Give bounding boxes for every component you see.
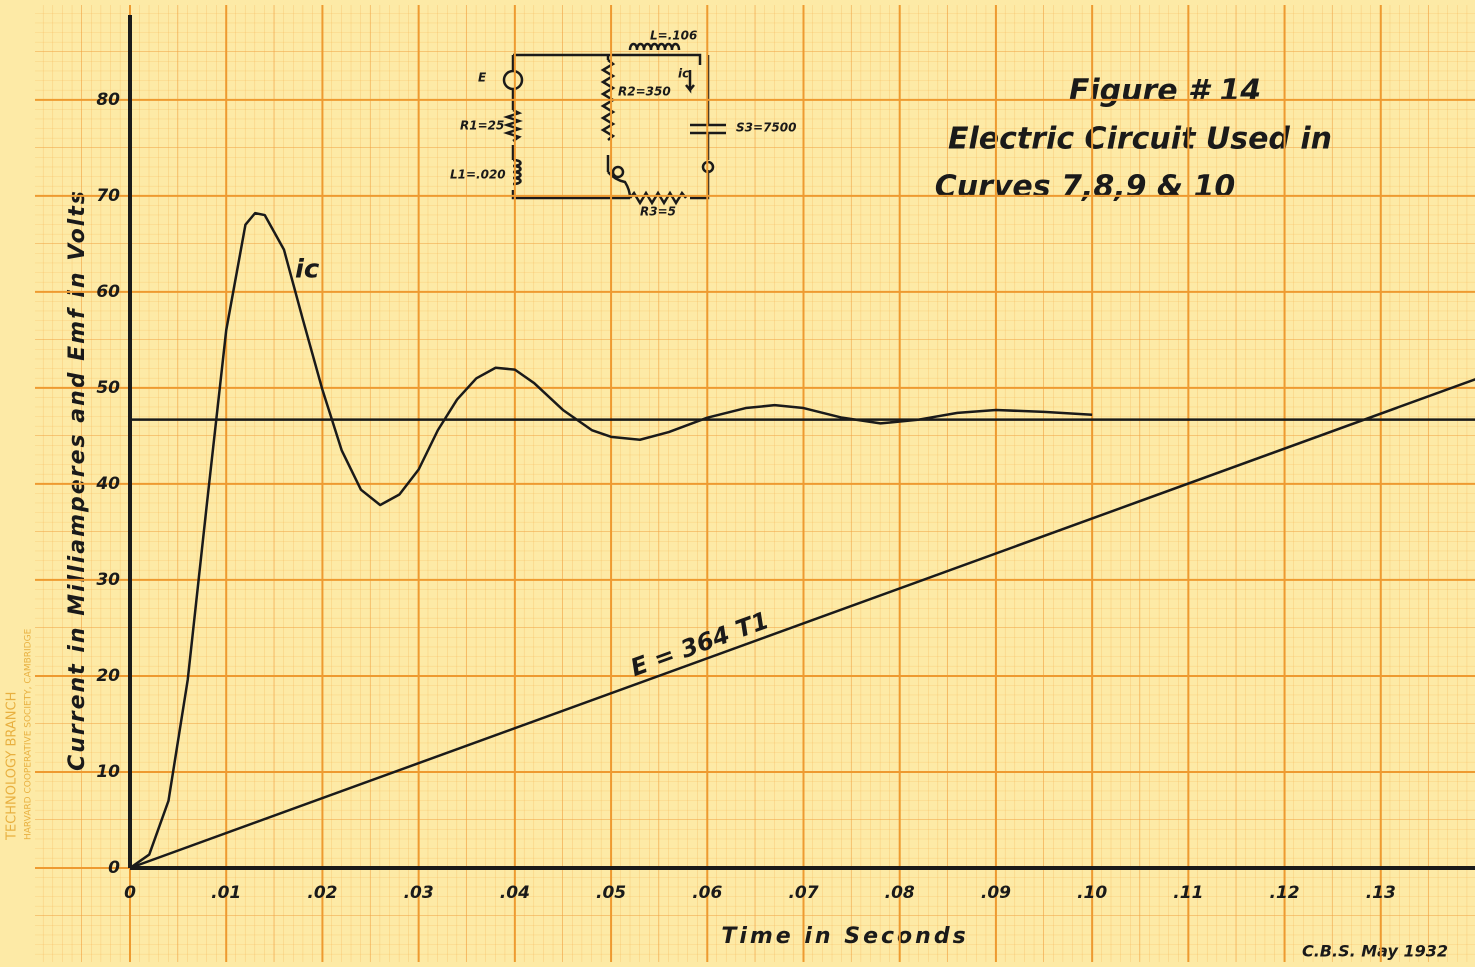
x-tick-label: .12 [1270,883,1300,903]
x-tick-label: .08 [885,883,915,903]
circuit-label: R1=25 [460,119,504,133]
circuit-label: L1=.020 [450,168,506,182]
resistor [629,190,687,206]
y-axis-label: Current in Milliamperes and Emf in Volts [65,189,90,771]
circuit-label: E [478,71,487,85]
x-tick-label: .13 [1366,883,1396,903]
x-tick-label: .06 [692,883,722,903]
circuit-node [611,165,625,179]
circuit-label: L=.106 [650,29,697,43]
inductor [512,158,522,186]
chart-subtitle: Curves 7,8,9 & 10 [935,170,1236,205]
circuit-source [502,69,524,91]
y-tick-label: 20 [96,666,120,686]
circuit-label: R2=350 [618,85,671,99]
circuit-label: ic [678,67,689,81]
y-tick-label: 10 [96,762,120,782]
x-tick-label: .03 [404,883,434,903]
y-tick-label: 0 [108,858,120,878]
x-tick-label: .07 [788,883,818,903]
margin-text: TECHNOLOGY BRANCH [5,692,20,841]
circuit-label: S3=7500 [736,121,796,135]
chart-title: Figure # 14 [1069,74,1261,109]
x-tick-label: .02 [307,883,337,903]
y-tick-label: 30 [96,570,120,590]
y-tick-label: 70 [96,186,120,206]
x-tick-label: .10 [1077,883,1107,903]
inductor [628,42,681,51]
circuit: E R1=25 L1=.020 R2=350 L=.106 ic S3=7500… [450,29,796,219]
chart-subtitle: Electric Circuit Used in [948,122,1332,157]
signature: C.B.S. May 1932 [1302,942,1448,961]
x-tick-label: 0 [124,883,136,903]
series-line [129,211,1093,870]
x-axis-label: Time in Seconds [721,924,968,949]
x-tick-label: .09 [981,883,1011,903]
x-tick-label: .01 [211,883,241,903]
y-tick-label: 50 [96,378,120,398]
y-tick-label: 40 [95,474,120,494]
margin-text: HARVARD COOPERATIVE SOCIETY, CAMBRIDGE [24,628,34,840]
series-label: ic [295,255,320,285]
series-line [129,378,1475,870]
y-tick-label: 60 [96,282,120,302]
x-tick-label: .11 [1173,883,1203,903]
x-tick-label: .04 [500,883,530,903]
circuit-label: R3=5 [640,205,676,219]
y-tick-label: 80 [96,90,120,110]
x-tick-label: .05 [596,883,626,903]
